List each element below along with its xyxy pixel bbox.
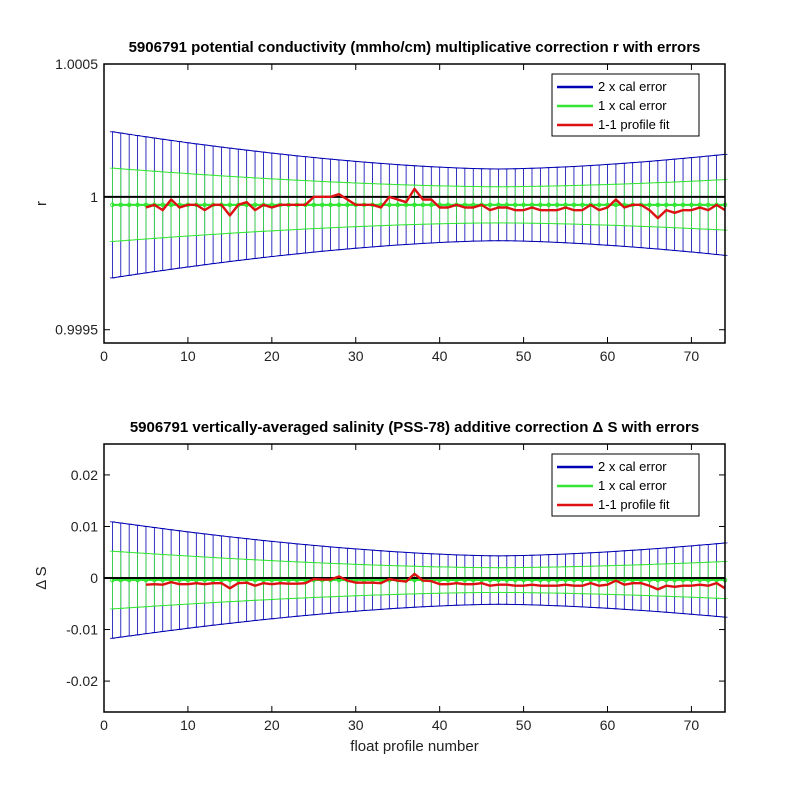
center-marker <box>420 202 426 208</box>
x-tick-label: 70 <box>684 348 700 364</box>
chart-panel-1: 5906791 potential conductivity (mmho/cm)… <box>33 39 728 364</box>
y-axis-label: r <box>33 201 50 206</box>
center-marker <box>538 202 543 208</box>
x-tick-label: 60 <box>600 717 616 733</box>
x-tick-label: 0 <box>100 348 108 364</box>
center-marker <box>395 202 401 208</box>
center-marker <box>202 202 208 208</box>
center-marker <box>160 202 166 208</box>
center-marker <box>663 202 669 208</box>
x-tick-label: 30 <box>348 717 364 733</box>
center-marker <box>227 202 233 208</box>
y-tick-label: 0 <box>90 570 98 586</box>
errorbar-upper-envelope <box>112 131 726 170</box>
errorbar-lower-envelope <box>112 591 726 610</box>
center-marker <box>319 202 325 208</box>
errorbar-series-2 <box>109 550 728 610</box>
x-tick-label: 70 <box>684 717 700 733</box>
center-marker <box>387 202 392 208</box>
y-tick-label: 1 <box>90 189 98 205</box>
center-marker <box>328 202 333 208</box>
center-marker <box>110 202 115 208</box>
center-marker <box>135 202 140 208</box>
axes-box <box>103 63 726 344</box>
x-tick-label: 50 <box>516 348 532 364</box>
errorbar-lower-envelope <box>112 240 726 279</box>
profile-fit-line <box>145 572 726 591</box>
center-marker <box>252 202 258 208</box>
center-marker <box>168 202 174 208</box>
y-tick-label: 0.02 <box>71 467 98 483</box>
legend: 2 x cal error 1 x cal error 1-1 profile fi… <box>551 73 700 137</box>
center-marker <box>571 202 577 208</box>
center-marker <box>512 202 518 208</box>
y-tick-label: 0.9995 <box>55 322 98 338</box>
center-marker <box>680 202 686 208</box>
errorbar-upper-envelope <box>112 550 726 569</box>
center-marker <box>311 202 317 208</box>
y-tick-label: -0.02 <box>66 673 98 689</box>
center-marker <box>613 202 619 208</box>
errorbar-lower-envelope <box>112 603 726 639</box>
x-tick-label: 20 <box>264 717 280 733</box>
center-marker <box>428 202 434 208</box>
legend: 2 x cal error 1 x cal error 1-1 profile fi… <box>551 453 700 517</box>
chart-panel-2: 5906791 vertically-averaged salinity (PS… <box>33 419 728 755</box>
errorbar-upper-envelope <box>112 167 726 188</box>
center-marker <box>126 202 132 208</box>
errorbar-lower-envelope <box>112 222 726 242</box>
y-tick-label: -0.01 <box>66 622 98 638</box>
center-marker <box>521 202 526 208</box>
errorbar-upper-envelope <box>112 521 726 557</box>
legend-entry: 2 x cal error <box>598 459 667 474</box>
center-marker <box>689 202 694 208</box>
x-tick-label: 0 <box>100 717 108 733</box>
x-tick-label: 10 <box>180 348 196 364</box>
x-tick-label: 50 <box>516 717 532 733</box>
x-tick-label: 40 <box>432 348 448 364</box>
legend-entry: 1-1 profile fit <box>598 497 670 512</box>
x-tick-label: 20 <box>264 348 280 364</box>
chart-title: 5906791 potential conductivity (mmho/cm)… <box>129 39 701 56</box>
center-marker <box>336 202 342 208</box>
center-marker <box>345 202 350 208</box>
chart-title: 5906791 vertically-averaged salinity (PS… <box>130 419 699 436</box>
legend-entry: 1 x cal error <box>598 478 667 493</box>
center-marker <box>554 202 560 208</box>
center-marker <box>412 202 417 208</box>
x-tick-label: 40 <box>432 717 448 733</box>
x-tick-label: 10 <box>180 717 196 733</box>
center-marker <box>647 202 652 208</box>
profile-fit-line <box>145 187 726 220</box>
y-tick-label: 0.01 <box>71 518 98 534</box>
center-marker <box>580 202 585 208</box>
legend-entry: 1 x cal error <box>598 98 667 113</box>
y-tick-label: 1.0005 <box>55 56 98 72</box>
center-marker <box>705 202 711 208</box>
center-marker <box>546 202 552 208</box>
x-axis-label: float profile number <box>350 738 478 755</box>
center-marker <box>672 202 677 208</box>
center-marker <box>118 202 124 208</box>
legend-entry: 1-1 profile fit <box>598 117 670 132</box>
center-marker <box>487 202 493 208</box>
center-marker <box>596 202 602 208</box>
y-axis-label: Δ S <box>33 566 50 589</box>
errorbar-series-2 <box>109 167 728 242</box>
x-tick-label: 30 <box>348 348 364 364</box>
legend-entry: 2 x cal error <box>598 79 667 94</box>
x-tick-label: 60 <box>600 348 616 364</box>
center-marker <box>655 202 661 208</box>
